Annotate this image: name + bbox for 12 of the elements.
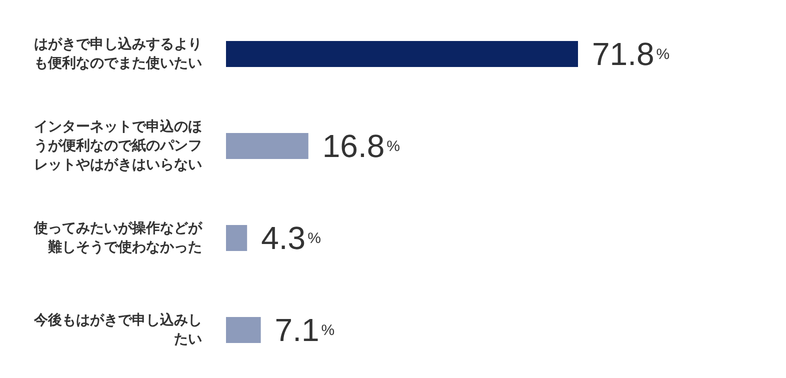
data-label: 16.8%: [322, 128, 400, 164]
bar: [226, 41, 578, 67]
data-label: 71.8%: [592, 36, 670, 72]
bar: [226, 225, 248, 251]
bar: [226, 133, 308, 159]
y-tick-label: 今後もはがきで申し込みしたい: [33, 312, 202, 348]
y-tick-label: インターネットで申込のほうが便利なので紙のパンフレットやはがきはいらない: [34, 119, 202, 173]
data-label: 4.3%: [261, 220, 321, 256]
bar: [226, 317, 261, 343]
y-tick-label: はがきで申し込みするよりも便利なのでまた使いたい: [34, 36, 202, 72]
y-tick-label: 使ってみたいが操作などが難しそうで使わなかった: [33, 220, 203, 256]
data-label: 7.1%: [274, 312, 335, 348]
